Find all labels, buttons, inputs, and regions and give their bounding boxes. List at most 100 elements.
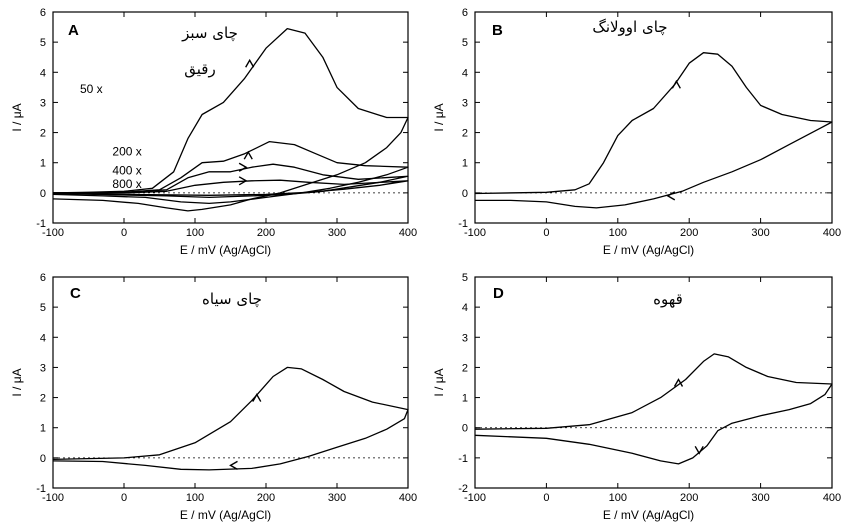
x-tick-label: 200 xyxy=(257,227,275,239)
panel-letter: D xyxy=(493,285,504,302)
y-tick-label: -1 xyxy=(458,453,468,465)
scan-direction-arrow xyxy=(245,58,255,68)
cv-curve-1 xyxy=(474,52,833,209)
x-tick-label: -100 xyxy=(42,492,64,504)
plot-frame xyxy=(474,11,833,224)
cv-curve-1 xyxy=(52,366,409,471)
y-axis-label: I / μA xyxy=(10,103,24,131)
y-tick-label: 2 xyxy=(40,393,46,405)
plot-frame xyxy=(474,276,833,489)
scan-direction-arrow xyxy=(671,79,681,89)
panel-letter: A xyxy=(68,22,79,39)
x-tick-label: 0 xyxy=(121,492,127,504)
y-axis-label: I / μA xyxy=(432,368,446,396)
scan-direction-arrow xyxy=(238,162,248,172)
x-axis-label: E / mV (Ag/AgCl) xyxy=(603,243,694,257)
x-axis-label: E / mV (Ag/AgCl) xyxy=(180,243,271,257)
y-tick-label: -2 xyxy=(458,483,468,495)
cv-curve-1 xyxy=(474,353,833,465)
x-tick-label: 300 xyxy=(328,227,346,239)
x-tick-label: -100 xyxy=(464,492,486,504)
y-tick-label: 1 xyxy=(462,158,468,170)
x-tick-label: 100 xyxy=(186,492,204,504)
reverse-scan-arrow xyxy=(694,445,704,455)
x-tick-label: 200 xyxy=(680,492,698,504)
panel-a: -100 0 100 200 300 400 -1 0 1 2 3 4 5 6 E / mV (Ag/AgC… xyxy=(10,7,417,257)
y-tick-label: 4 xyxy=(462,302,468,314)
x-tick-label: 400 xyxy=(399,227,417,239)
x-tick-label: 400 xyxy=(823,227,841,239)
y-tick-label: 5 xyxy=(462,272,468,284)
y-tick-label: 6 xyxy=(40,272,46,284)
y-axis-label: I / μA xyxy=(10,368,24,396)
reverse-scan-arrow xyxy=(229,460,238,471)
dilution-label: 200 x xyxy=(112,144,141,158)
dilution-label: 50 x xyxy=(80,82,103,96)
panel-c: -100 0 100 200 300 400 -1 0 1 2 3 4 5 6 E / mV (Ag/AgC… xyxy=(10,272,417,522)
y-tick-label: 3 xyxy=(40,97,46,109)
y-tick-label: 1 xyxy=(40,158,46,170)
sample-name-label: قهوه xyxy=(653,290,683,308)
x-tick-label: 100 xyxy=(609,227,627,239)
scan-direction-arrow xyxy=(252,393,262,402)
y-tick-label: 0 xyxy=(462,188,468,200)
y-tick-label: 2 xyxy=(462,362,468,374)
x-tick-label: -100 xyxy=(42,227,64,239)
cv-curve-1 xyxy=(52,27,409,212)
scan-direction-arrow xyxy=(243,150,253,160)
dilution-word-label: رقیق xyxy=(184,60,215,78)
x-axis-label: E / mV (Ag/AgCl) xyxy=(603,508,694,522)
y-tick-label: 6 xyxy=(40,7,46,19)
x-tick-label: 100 xyxy=(186,227,204,239)
x-tick-label: 300 xyxy=(751,492,769,504)
x-tick-label: 0 xyxy=(121,227,127,239)
y-tick-label: 5 xyxy=(462,37,468,49)
sample-name-label: چای اوولانگ xyxy=(592,18,667,36)
plot-frame xyxy=(52,276,409,489)
y-tick-label: 3 xyxy=(462,332,468,344)
y-tick-label: 5 xyxy=(40,302,46,314)
x-tick-label: -100 xyxy=(464,227,486,239)
y-tick-label: 3 xyxy=(40,362,46,374)
panel-letter: C xyxy=(70,285,81,302)
y-tick-label: 3 xyxy=(462,97,468,109)
x-tick-label: 400 xyxy=(823,492,841,504)
y-tick-label: 2 xyxy=(40,128,46,140)
y-axis-label: I / μA xyxy=(432,103,446,131)
y-tick-label: 0 xyxy=(462,423,468,435)
dilution-label: 800 x xyxy=(112,177,141,191)
y-tick-label: 1 xyxy=(462,393,468,405)
panel-d: -100 0 100 200 300 400 -2 -1 0 1 2 3 4 5 E / mV (Ag/Ag… xyxy=(432,272,841,522)
x-tick-label: 400 xyxy=(399,492,417,504)
scan-direction-arrow xyxy=(238,176,248,186)
y-tick-label: 6 xyxy=(462,7,468,19)
x-axis-label: E / mV (Ag/AgCl) xyxy=(180,508,271,522)
sample-name-label: چای سیاه xyxy=(202,290,262,308)
panel-b: -100 0 100 200 300 400 -1 0 1 2 3 4 5 6 E / mV (Ag/AgC… xyxy=(432,7,841,257)
panel-letter: B xyxy=(492,22,503,39)
dilution-label: 400 x xyxy=(112,163,141,177)
y-tick-label: 4 xyxy=(40,67,46,79)
sample-name-label: چای سبز xyxy=(181,24,238,42)
reverse-scan-arrow xyxy=(666,191,676,201)
x-tick-label: 300 xyxy=(751,227,769,239)
y-tick-label: 0 xyxy=(40,188,46,200)
cv-curve-3 xyxy=(52,163,409,199)
x-tick-label: 0 xyxy=(543,492,549,504)
cv-curve-2 xyxy=(52,140,409,205)
y-tick-label: 2 xyxy=(462,128,468,140)
y-tick-label: 5 xyxy=(40,37,46,49)
y-tick-label: 4 xyxy=(462,67,468,79)
y-tick-label: -1 xyxy=(36,218,46,230)
cv-curve-4 xyxy=(52,179,409,196)
y-tick-label: 4 xyxy=(40,332,46,344)
x-tick-label: 200 xyxy=(680,227,698,239)
y-tick-label: 0 xyxy=(40,453,46,465)
scan-direction-arrow xyxy=(673,378,684,387)
x-tick-label: 100 xyxy=(609,492,627,504)
x-tick-label: 200 xyxy=(257,492,275,504)
y-tick-label: -1 xyxy=(458,218,468,230)
y-tick-label: 1 xyxy=(40,423,46,435)
